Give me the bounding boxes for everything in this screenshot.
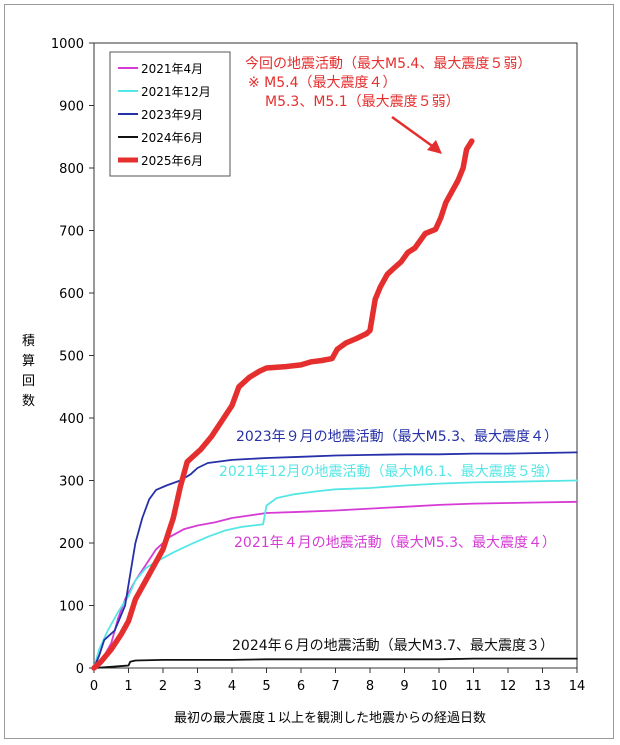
legend-entry: 2021年12月: [141, 85, 211, 99]
x-tick-label: 3: [193, 679, 201, 694]
x-tick-label: 12: [500, 679, 517, 694]
chart-frame: [4, 4, 614, 739]
legend-entry: 2024年6月: [141, 131, 203, 145]
annotation-current-line3: M5.3、M5.1（最大震度５弱）: [265, 94, 460, 110]
axes: 0 1 2 3 4 5 6 7 8 9 10 11 12 13 1401002003004005006007…: [51, 37, 585, 694]
series-line-2021年12月: [93, 479, 578, 669]
y-axis-title: 積算回数: [22, 334, 35, 409]
x-tick-label: 1: [124, 679, 132, 694]
x-tick-label: 8: [366, 679, 374, 694]
y-tick-label: 400: [59, 412, 84, 427]
x-tick-label: 13: [534, 679, 551, 694]
y-tick-label: 1000: [51, 37, 84, 52]
annotation-2023-09: 2023年９月の地震活動（最大M5.3、最大震度４）: [236, 429, 558, 445]
x-tick-label: 11: [465, 679, 482, 694]
annotation-2021-12: 2021年12月の地震活動（最大M6.1、最大震度５強）: [219, 464, 559, 480]
legend-entry: 2025年6月: [141, 154, 203, 168]
series-line-2023年9月: [93, 451, 578, 669]
annotation-current-line2: ※ M5.4（最大震度４）: [248, 75, 397, 91]
y-tick-label: 500: [59, 350, 84, 365]
x-tick-label: 0: [90, 679, 98, 694]
annotation-2021-04: 2021年４月の地震活動（最大M5.3、最大震度４）: [234, 535, 556, 551]
annotation-current-line1: 今回の地震活動（最大M5.4、最大震度５弱）: [245, 56, 531, 72]
annotation-arrow: [391, 115, 442, 154]
series-line-2024年6月: [93, 657, 578, 669]
legend-entry: 2021年4月: [141, 62, 203, 76]
x-tick-label: 9: [400, 679, 408, 694]
y-tick-label: 700: [59, 225, 84, 240]
y-tick-label: 300: [59, 475, 84, 490]
x-tick-label: 14: [569, 679, 586, 694]
x-tick-label: 2: [159, 679, 167, 694]
y-tick-label: 200: [59, 537, 84, 552]
y-tick-label: 0: [76, 662, 84, 677]
y-tick-label: 900: [59, 100, 84, 115]
annotations: 今回の地震活動（最大M5.4、最大震度５弱） ※ M5.4（最大震度４） M5.…: [219, 56, 559, 654]
x-tick-label: 10: [431, 679, 448, 694]
x-tick-label: 7: [331, 679, 339, 694]
y-tick-label: 800: [59, 162, 84, 177]
annotation-2024-06: 2024年６月の地震活動（最大M3.7、最大震度３）: [232, 638, 554, 654]
series-layer: [91, 138, 578, 671]
legend-entry: 2023年9月: [141, 108, 203, 122]
series-line-2025年6月: [91, 138, 475, 671]
legend: 2021年4月 2021年12月 2023年9月 2024年6月 2025年6月: [109, 51, 231, 177]
y-tick-label: 600: [59, 287, 84, 302]
x-tick-label: 4: [228, 679, 236, 694]
x-axis-title: 最初の最大震度１以上を観測した地震からの経過日数: [174, 710, 486, 726]
y-tick-label: 100: [59, 600, 84, 615]
x-tick-label: 6: [297, 679, 305, 694]
x-tick-label: 5: [262, 679, 270, 694]
